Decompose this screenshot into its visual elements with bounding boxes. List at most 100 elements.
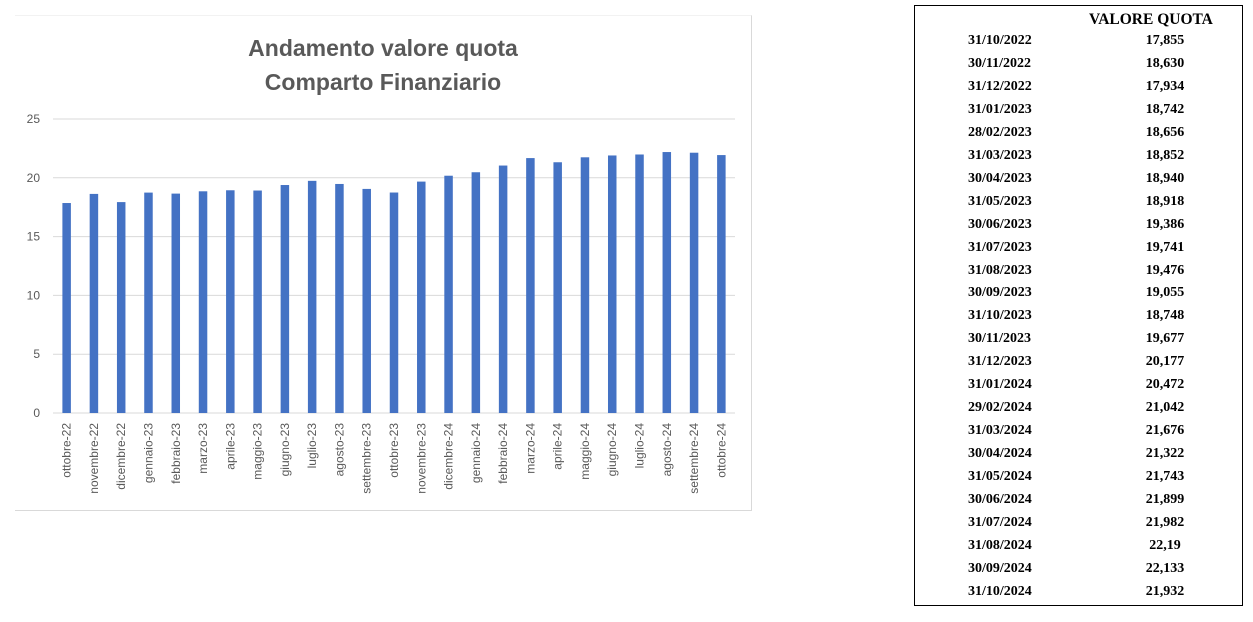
bar xyxy=(335,183,344,413)
table-cell-date: 31/10/2024 xyxy=(968,583,1032,599)
bar xyxy=(62,203,71,413)
x-tick-label: maggio-24 xyxy=(578,423,592,480)
y-tick-label: 5 xyxy=(33,347,40,361)
table-row: 30/04/2023 18,940 xyxy=(915,168,1242,191)
x-axis-ticks: ottobre-22 novembre-22 dicembre-22 gennaio-… xyxy=(60,423,729,494)
table-row: 31/03/2024 21,676 xyxy=(915,420,1242,443)
table-cell-date: 30/04/2023 xyxy=(968,170,1032,186)
bar xyxy=(717,155,726,413)
table-cell-date: 30/09/2024 xyxy=(968,560,1032,576)
table-cell-date: 30/11/2022 xyxy=(968,55,1032,71)
table-row: 31/10/2022 17,855 xyxy=(915,30,1242,53)
value-table-panel: VALORE QUOTA 31/10/2022 17,855 30/11/2022 1… xyxy=(914,5,1243,606)
table-body: 31/10/2022 17,855 30/11/2022 18,630 31/12/20… xyxy=(915,30,1242,604)
table-cell-date: 31/08/2024 xyxy=(968,537,1032,553)
bar xyxy=(89,193,99,413)
table-cell-date: 28/02/2023 xyxy=(968,124,1032,140)
table-cell-date: 31/07/2024 xyxy=(968,515,1032,531)
y-tick-label: 10 xyxy=(27,288,41,302)
table-cell-date: 31/01/2023 xyxy=(968,101,1032,117)
table-header-valore-quota: VALORE QUOTA xyxy=(1089,11,1213,28)
table-row: 31/08/2023 19,476 xyxy=(915,260,1242,283)
bar xyxy=(607,155,617,413)
table-cell-value: 21,899 xyxy=(1145,492,1185,508)
table-cell-date: 31/12/2022 xyxy=(968,78,1032,94)
table-cell-value: 18,748 xyxy=(1145,308,1185,324)
table-cell-date: 30/11/2023 xyxy=(968,331,1032,347)
bar xyxy=(498,165,508,413)
x-tick-label: giugno-23 xyxy=(278,423,292,477)
table-row: 31/07/2024 21,982 xyxy=(915,512,1242,535)
table-cell-value: 21,676 xyxy=(1145,423,1185,439)
table-row: 31/08/2024 22,19 xyxy=(915,535,1242,558)
table-cell-value: 18,656 xyxy=(1145,124,1185,140)
y-tick-label: 25 xyxy=(27,112,41,126)
table-row: 31/12/2022 17,934 xyxy=(915,76,1242,99)
bar xyxy=(417,181,426,413)
table-row: 31/12/2023 20,177 xyxy=(915,351,1242,374)
table-cell-value: 18,852 xyxy=(1145,147,1185,163)
table-row: 29/02/2024 21,042 xyxy=(915,397,1242,420)
table-cell-value: 18,630 xyxy=(1145,55,1185,71)
bar xyxy=(580,157,590,413)
bar xyxy=(253,190,262,413)
x-tick-label: luglio-24 xyxy=(633,423,647,469)
table-cell-value: 18,918 xyxy=(1145,193,1185,209)
x-tick-label: ottobre-23 xyxy=(387,423,401,478)
table-cell-date: 31/08/2023 xyxy=(968,262,1032,278)
table-cell-date: 30/06/2024 xyxy=(968,492,1032,508)
x-tick-label: aprile-23 xyxy=(223,423,237,470)
x-tick-label: febbraio-24 xyxy=(496,423,510,484)
table-row: 30/09/2023 19,055 xyxy=(915,282,1242,305)
table-cell-value: 21,743 xyxy=(1145,469,1185,485)
table-cell-date: 31/01/2024 xyxy=(968,377,1032,393)
table-cell-value: 18,940 xyxy=(1145,170,1185,186)
table-cell-date: 31/07/2023 xyxy=(968,239,1032,255)
table-cell-date: 30/09/2023 xyxy=(968,285,1032,301)
x-tick-label: marzo-23 xyxy=(196,423,210,474)
x-tick-label: ottobre-22 xyxy=(60,423,74,478)
x-tick-label: febbraio-23 xyxy=(169,423,183,484)
bar xyxy=(362,188,371,413)
table-cell-date: 31/12/2023 xyxy=(968,354,1032,370)
bar xyxy=(553,162,562,413)
table-cell-value: 17,855 xyxy=(1145,33,1185,48)
table-row: 31/03/2023 18,852 xyxy=(915,145,1242,168)
table-row: 30/09/2024 22,133 xyxy=(915,558,1242,581)
table-row: 31/05/2023 18,918 xyxy=(915,191,1242,214)
x-tick-label: luglio-23 xyxy=(305,423,319,469)
bar xyxy=(526,158,535,413)
table-cell-date: 29/02/2024 xyxy=(968,400,1032,416)
x-tick-label: agosto-24 xyxy=(660,423,674,477)
table-header-row: VALORE QUOTA xyxy=(915,10,1242,30)
bar xyxy=(389,192,399,413)
table-row: 31/05/2024 21,743 xyxy=(915,466,1242,489)
x-tick-label: giugno-24 xyxy=(605,423,619,477)
table-cell-date: 31/10/2022 xyxy=(968,33,1032,48)
table-row: 30/11/2022 18,630 xyxy=(915,53,1242,76)
x-tick-label: ottobre-24 xyxy=(714,423,728,478)
table-cell-date: 31/03/2024 xyxy=(968,423,1032,439)
table-row: 31/10/2024 21,932 xyxy=(915,581,1242,604)
bar xyxy=(144,192,153,413)
bar xyxy=(280,185,290,413)
value-table: VALORE QUOTA 31/10/2022 17,855 30/11/2022 1… xyxy=(915,10,1242,604)
table-cell-value: 17,934 xyxy=(1145,78,1185,94)
bar xyxy=(307,180,317,413)
table-cell-date: 31/05/2024 xyxy=(968,469,1032,485)
bar xyxy=(471,172,481,413)
y-tick-label: 0 xyxy=(33,406,40,420)
x-tick-label: gennaio-24 xyxy=(469,423,483,483)
table-cell-value: 22,133 xyxy=(1145,560,1185,576)
table-cell-value: 20,472 xyxy=(1145,377,1185,393)
x-tick-label: dicembre-22 xyxy=(114,423,128,490)
table-cell-date: 31/05/2023 xyxy=(968,193,1032,209)
table-row: 31/01/2023 18,742 xyxy=(915,99,1242,122)
x-tick-label: novembre-23 xyxy=(414,423,428,494)
bar xyxy=(116,202,126,413)
x-tick-label: agosto-23 xyxy=(332,423,346,477)
y-tick-label: 15 xyxy=(27,230,41,244)
x-tick-label: maggio-23 xyxy=(251,423,265,480)
x-tick-label: aprile-24 xyxy=(551,423,565,470)
bar xyxy=(226,190,235,413)
